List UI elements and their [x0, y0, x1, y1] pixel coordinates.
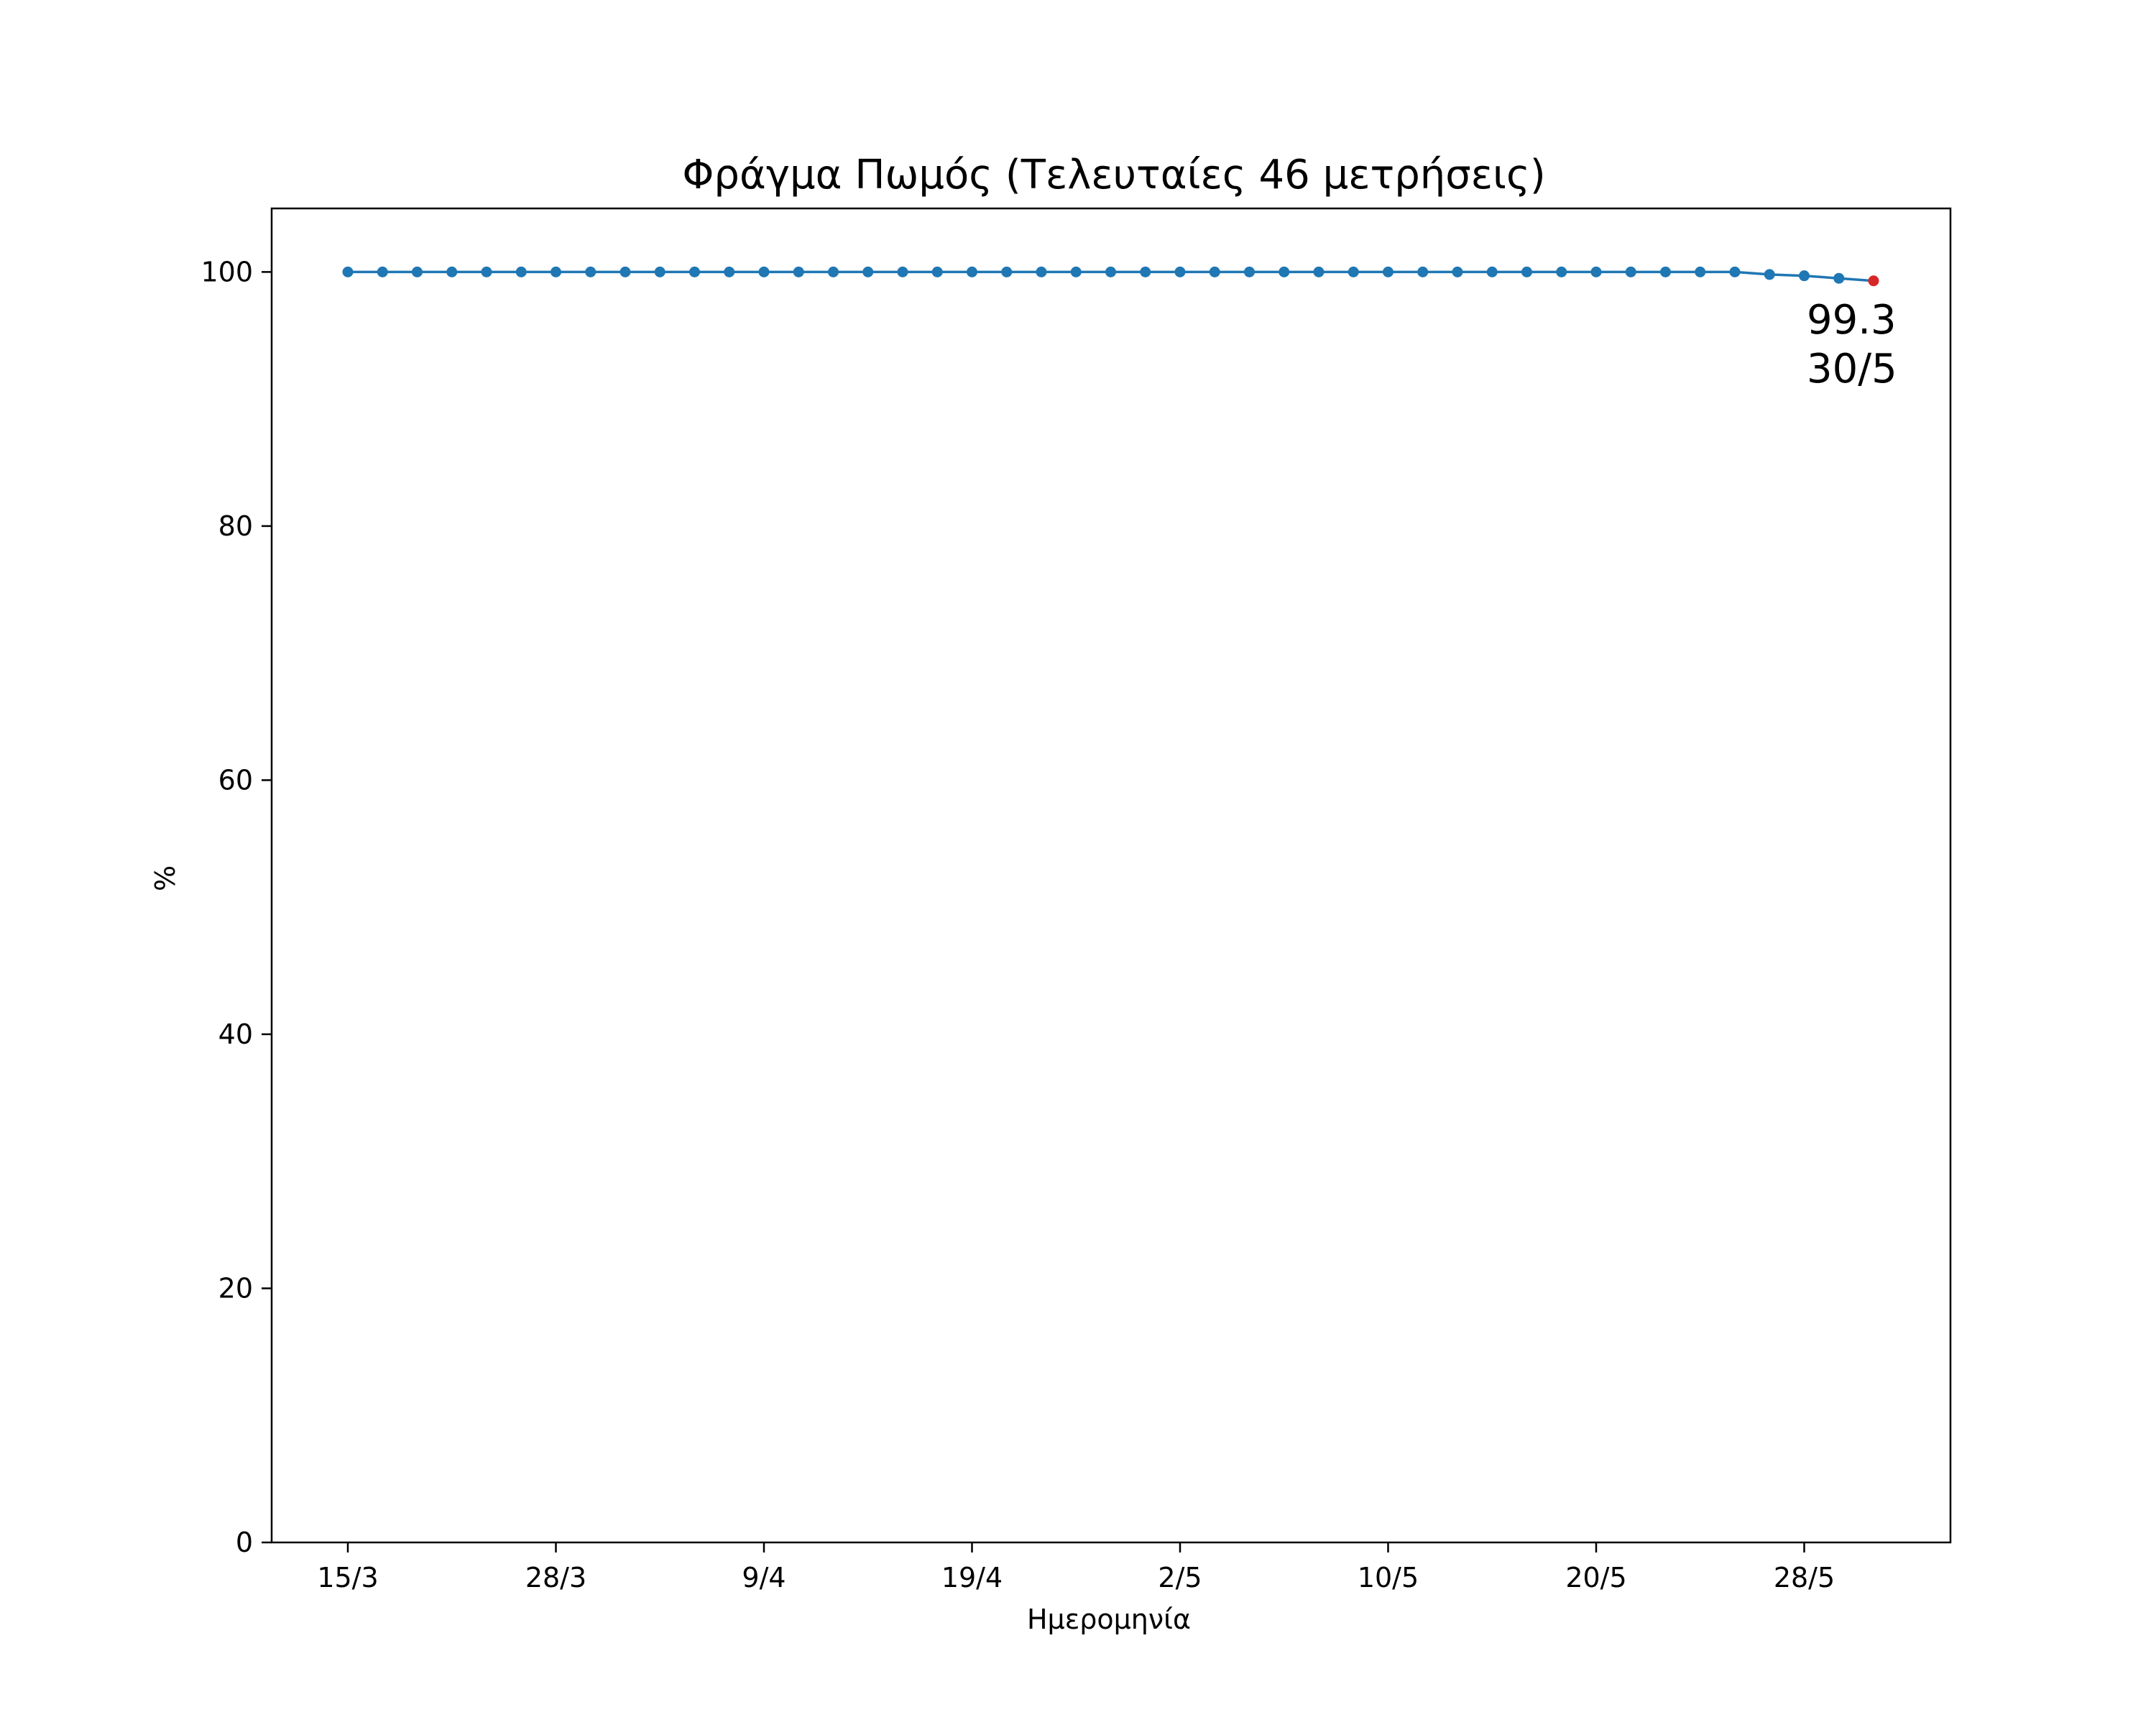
- data-point: [967, 266, 977, 277]
- data-point: [1660, 266, 1671, 277]
- plot-area: 0 20 40 60 80 100 15/3 28/3 9/4 19/4 2/5 10/5 20/5 28…: [201, 207, 1952, 1593]
- data-point: [1833, 272, 1845, 284]
- data-point: [931, 266, 943, 277]
- x-tick-label-1: 28/3: [525, 1562, 586, 1593]
- y-tick-label-1: 20: [218, 1272, 253, 1304]
- y-tick-label-0: 0: [236, 1527, 253, 1558]
- data-point: [1140, 266, 1151, 277]
- data-point: [1417, 266, 1429, 277]
- data-point: [1556, 266, 1567, 277]
- axes-frame: [270, 207, 1952, 1544]
- data-point: [1452, 266, 1463, 277]
- data-point: [1036, 266, 1047, 277]
- data-point: [1001, 266, 1013, 277]
- data-point: [1799, 270, 1810, 282]
- data-point: [377, 266, 388, 277]
- data-point: [412, 266, 423, 277]
- x-tick-label-0: 15/3: [317, 1562, 378, 1593]
- data-point: [1070, 266, 1082, 277]
- last-point-marker: [1868, 275, 1879, 287]
- data-point: [758, 266, 770, 277]
- data-point: [1729, 266, 1741, 277]
- x-tick-label-7: 28/5: [1774, 1562, 1835, 1593]
- y-tick-label-2: 40: [218, 1018, 253, 1050]
- x-axis-label: Ημερομηνία: [1027, 1604, 1191, 1635]
- data-point: [1486, 266, 1498, 277]
- data-point: [724, 266, 735, 277]
- data-point: [1279, 266, 1290, 277]
- data-point: [1521, 266, 1532, 277]
- data-point: [1313, 266, 1325, 277]
- x-tick-label-6: 20/5: [1565, 1562, 1626, 1593]
- data-point: [1590, 266, 1602, 277]
- data-point: [1348, 266, 1359, 277]
- last-value-label: 99.3: [1807, 297, 1897, 344]
- x-tick-label-3: 19/4: [941, 1562, 1003, 1593]
- data-point: [1209, 266, 1220, 277]
- data-point: [689, 266, 700, 277]
- last-date-label: 30/5: [1807, 346, 1897, 392]
- data-point: [619, 266, 631, 277]
- data-point: [1625, 266, 1636, 277]
- data-point: [585, 266, 596, 277]
- data-point: [862, 266, 874, 277]
- x-tick-label-4: 2/5: [1158, 1562, 1202, 1593]
- data-point: [828, 266, 839, 277]
- data-point: [897, 266, 908, 277]
- chart-title: Φράγμα Πωμός (Τελευταίες 46 μετρήσεις): [682, 152, 1545, 198]
- data-point: [1244, 266, 1255, 277]
- y-axis-label: %: [149, 865, 181, 891]
- y-tick-label-4: 80: [218, 510, 253, 542]
- data-point: [446, 266, 458, 277]
- x-tick-label-2: 9/4: [742, 1562, 786, 1593]
- data-point: [550, 266, 561, 277]
- y-tick-label-3: 60: [218, 764, 253, 796]
- data-point: [1383, 266, 1393, 277]
- data-point: [654, 266, 665, 277]
- data-point: [1764, 269, 1775, 280]
- data-point: [793, 266, 804, 277]
- data-point: [342, 266, 354, 277]
- data-point: [515, 266, 527, 277]
- data-point: [481, 266, 492, 277]
- x-tick-label-5: 10/5: [1358, 1562, 1419, 1593]
- data-point: [1174, 266, 1186, 277]
- data-point: [1695, 266, 1706, 277]
- y-tick-label-5: 100: [201, 256, 253, 288]
- data-point: [1105, 266, 1116, 277]
